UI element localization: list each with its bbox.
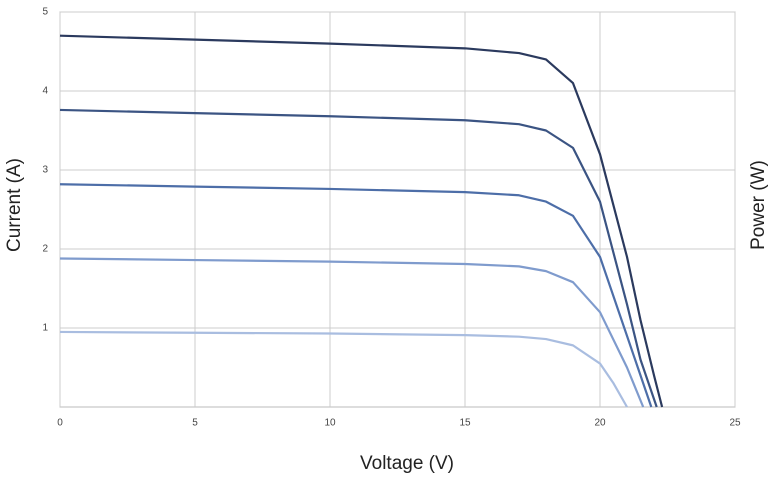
series-line	[59, 330, 628, 408]
series-line	[59, 34, 664, 408]
series-line	[59, 108, 658, 408]
y-tick-label: 5	[42, 7, 48, 18]
series-line	[59, 183, 653, 408]
x-tick-label: 10	[324, 418, 336, 429]
x-tick-label: 20	[594, 418, 606, 429]
x-tick-label: 0	[57, 418, 63, 429]
plot-frame	[59, 11, 736, 408]
series-line	[59, 257, 645, 408]
y-tick-label: 2	[42, 244, 48, 255]
x-tick-label: 5	[192, 418, 198, 429]
y-axis-title: Current (A)	[4, 158, 25, 252]
y2-axis-title: Power (W)	[748, 160, 769, 250]
x-tick-label: 25	[729, 418, 741, 429]
y-tick-label: 4	[42, 86, 48, 97]
y-tick-label: 1	[42, 323, 48, 334]
y-tick-label: 3	[42, 165, 48, 176]
x-axis-title: Voltage (V)	[360, 453, 454, 474]
x-tick-label: 15	[459, 418, 471, 429]
